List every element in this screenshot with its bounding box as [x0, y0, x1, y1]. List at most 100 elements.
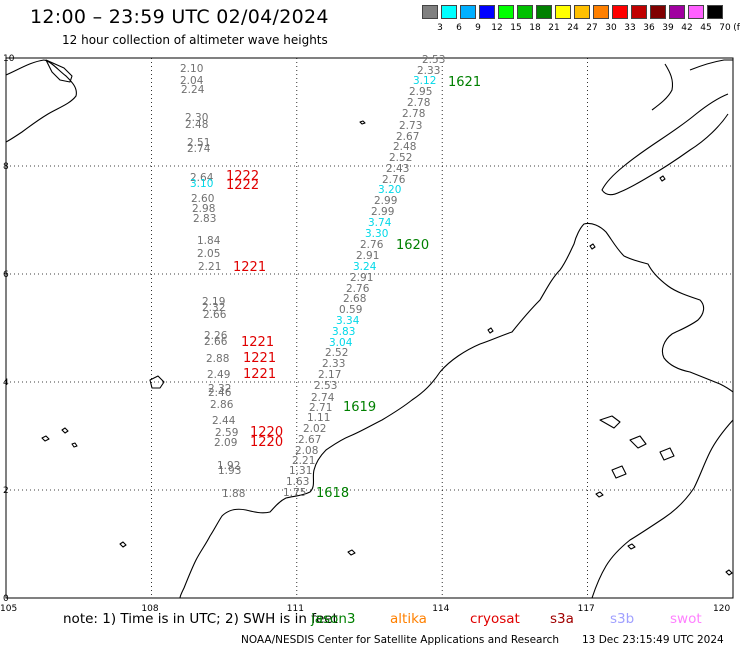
swh-value: 2.05 — [197, 248, 220, 260]
swh-value: 2.08 — [295, 445, 318, 457]
swh-value: 2.98 — [192, 203, 215, 215]
swh-value: 2.32 — [208, 383, 231, 395]
swh-value: 3.30 — [365, 228, 388, 240]
longitude-label: 120 — [713, 604, 730, 614]
pass-time-label: 1222 — [226, 169, 259, 184]
pass-time-label: 1619 — [343, 400, 376, 415]
swh-value: 2.46 — [208, 387, 232, 399]
generated-timestamp: 13 Dec 23:15:49 UTC 2024 — [582, 634, 724, 646]
legend-label: 3 — [437, 23, 443, 33]
latitude-label: 10 — [3, 54, 15, 64]
swh-value: 2.04 — [180, 75, 204, 87]
swh-value: 1.11 — [307, 412, 330, 424]
swh-value: 2.24 — [181, 84, 205, 96]
legend-swatch — [593, 5, 609, 19]
coastline-borneo-east — [591, 419, 734, 599]
swh-value: 2.67 — [396, 131, 419, 143]
swh-value: 2.53 — [422, 54, 445, 66]
swh-value: 2.52 — [389, 152, 412, 164]
satellite-swot: swot — [670, 611, 702, 627]
swh-value: 2.71 — [309, 402, 332, 414]
latitude-label: 2 — [3, 486, 9, 496]
swh-value: 2.91 — [356, 250, 379, 262]
graticule — [6, 58, 733, 598]
longitude-labels: 105 108 111 114 117 120 — [0, 604, 730, 614]
page-title: 12:00 – 23:59 UTC 02/04/2024 — [30, 6, 329, 28]
swh-value: 2.76 — [360, 239, 384, 251]
longitude-label: 117 — [578, 604, 595, 614]
swh-value: 2.02 — [303, 423, 326, 435]
swh-value: 2.33 — [417, 65, 440, 77]
swh-value: 2.73 — [399, 120, 422, 132]
page-subtitle: 12 hour collection of altimeter wave hei… — [62, 33, 328, 47]
legend-label: 45 — [700, 23, 712, 33]
swh-value: 2.17 — [318, 369, 341, 381]
pass-time-label: 1221 — [241, 335, 274, 350]
legend-label: 21 — [548, 23, 560, 33]
legend-swatch — [536, 5, 552, 19]
swh-value: 2.66 — [203, 309, 227, 321]
swh-value: 3.74 — [368, 217, 392, 229]
legend-swatch — [555, 5, 571, 19]
swh-value: 2.99 — [371, 206, 394, 218]
swh-value: 2.74 — [187, 143, 211, 155]
swh-value: 2.53 — [314, 380, 337, 392]
legend-swatch — [669, 5, 685, 19]
coastline — [5, 59, 734, 599]
swh-value: 1.63 — [286, 476, 309, 488]
pass-time-label: 1620 — [396, 238, 429, 253]
swh-value: 2.76 — [346, 283, 370, 295]
latitude-labels: 10 8 6 4 2 0 — [3, 54, 15, 604]
swh-value: 2.86 — [210, 399, 234, 411]
coastline-borneo-north — [439, 222, 734, 393]
pass-time-label: 1618 — [316, 486, 349, 501]
coastline-palawan — [601, 93, 729, 196]
swh-value: 2.78 — [407, 97, 430, 109]
latitude-label: 8 — [3, 162, 9, 172]
legend-swatch — [498, 5, 514, 19]
legend-swatch — [574, 5, 590, 19]
legend-swatch — [422, 5, 438, 19]
legend-swatch — [612, 5, 628, 19]
coastline-sulu — [599, 415, 675, 479]
swh-value: 3.34 — [336, 315, 360, 327]
swh-value: 3.83 — [332, 326, 355, 338]
swh-value: 2.76 — [382, 174, 406, 186]
altimeter-tracks: 2.102.042.242.302.482.512.742.643.102.60… — [180, 54, 481, 501]
swh-value: 3.24 — [353, 261, 377, 273]
satellite-altika: altika — [390, 611, 427, 627]
legend-swatch — [650, 5, 666, 19]
latitude-label: 4 — [3, 378, 9, 388]
legend-swatch — [441, 5, 457, 19]
swh-value: 2.44 — [212, 415, 236, 427]
swh-value: 2.83 — [193, 213, 216, 225]
swh-value: 3.04 — [329, 337, 353, 349]
credit-text: NOAA/NESDIS Center for Satellite Applica… — [241, 634, 559, 646]
longitude-label: 105 — [0, 604, 17, 614]
legend-label: 24 — [567, 23, 579, 33]
coastline-philippines — [651, 59, 733, 111]
swh-value: 2.10 — [180, 63, 203, 75]
latitude-label: 0 — [3, 594, 9, 604]
swh-value: 2.33 — [322, 358, 345, 370]
latitude-label: 6 — [3, 270, 9, 280]
swh-value: 1.88 — [222, 488, 245, 500]
coastline-natuna — [149, 375, 165, 389]
legend-label: 30 — [605, 23, 617, 33]
swh-value: 2.26 — [204, 330, 228, 342]
legend-label: 18 — [529, 23, 541, 33]
swh-value: 2.59 — [215, 427, 238, 439]
legend-swatch — [517, 5, 533, 19]
swh-value: 2.21 — [198, 261, 221, 273]
pass-time-label: 1621 — [448, 75, 481, 90]
map-frame — [5, 57, 734, 599]
swh-value: 2.99 — [374, 195, 397, 207]
swh-value: 3.10 — [190, 178, 213, 190]
legend-label: 12 — [491, 23, 503, 33]
swh-value: 2.60 — [191, 193, 214, 205]
swh-value: 2.21 — [292, 455, 315, 467]
legend-label: 42 — [681, 23, 693, 33]
longitude-label: 108 — [141, 604, 158, 614]
swh-value: 2.74 — [311, 392, 335, 404]
